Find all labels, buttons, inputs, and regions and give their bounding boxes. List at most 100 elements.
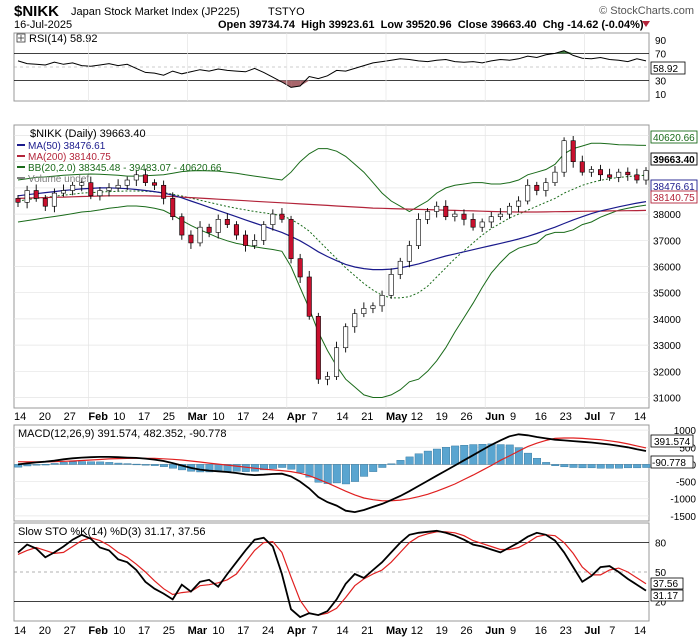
legend-label: Volume undef <box>28 174 89 185</box>
macd-hist-bar <box>633 464 642 469</box>
rsi-last-box <box>650 61 686 75</box>
macd-hist-bar <box>314 464 323 483</box>
sto-k-box <box>650 589 684 602</box>
macd-hist-bar <box>278 464 287 468</box>
price-candle-up <box>124 179 130 186</box>
date-tick-label: 25 <box>163 625 175 637</box>
price-candle-up <box>397 260 403 275</box>
price-candle-up <box>197 226 203 244</box>
macd-histogram <box>14 443 651 485</box>
date-tick-label: Mar <box>188 411 208 423</box>
date-tick-label: May <box>386 625 408 637</box>
rsi-grid <box>14 53 649 81</box>
macd-hist-bar <box>32 464 41 466</box>
index-name: Japan Stock Market Index (JP225) <box>71 6 240 18</box>
macd-hist-bar <box>123 463 132 465</box>
bb-lower-line <box>17 204 647 398</box>
price-candle-up <box>70 184 76 191</box>
price-candle-down <box>597 169 603 176</box>
macd-hist-bar <box>496 444 505 465</box>
price-candle-down <box>607 174 613 178</box>
legend-label: MA(200) 38140.75 <box>28 152 111 163</box>
date-tick-label: 20 <box>39 411 51 423</box>
bb-middle-line <box>17 174 647 299</box>
price-title: $NIKK (Daily) 39663.40 <box>30 128 146 140</box>
rsi-last-value: 58.92 <box>653 64 678 75</box>
date-axis-middle: 14 20 27 Feb 10 17 25 Mar 10 17 24 Apr 7 14 21 May 12 19 2… <box>14 411 646 423</box>
macd-hist-bar <box>159 464 168 467</box>
date-tick-label: 7 <box>312 625 318 637</box>
legend-label: MA(50) 38476.61 <box>28 141 106 152</box>
macd-hist-bar <box>387 463 396 465</box>
ma200-line <box>17 195 647 213</box>
price-candle-down <box>279 213 285 220</box>
macd-tick-label: -1000 <box>670 495 696 506</box>
date-tick-label: 27 <box>64 411 76 423</box>
sto-title: Slow STO %K(14) %D(3) 31.17, 37.56 <box>18 526 206 538</box>
date-tick-label: 23 <box>560 625 572 637</box>
price-candle-up <box>370 305 376 309</box>
legend-label: BB(20,2.0) 38345.48 - 39483.07 - 40620.6… <box>28 163 222 174</box>
price-candle-up <box>343 326 349 349</box>
macd-hist-bar <box>23 464 32 467</box>
price-candle-down <box>206 226 212 233</box>
macd-hist-bar <box>50 463 59 465</box>
macd-hist-bar <box>533 458 541 465</box>
macd-hist-bar <box>505 444 514 465</box>
price-candle-up <box>51 192 57 207</box>
macd-hist-bar <box>132 463 141 466</box>
macd-hist-bar <box>269 464 278 469</box>
macd-hist-bar <box>68 461 77 465</box>
date-tick-label: 23 <box>560 411 572 423</box>
price-candle-up <box>497 213 503 218</box>
sto-d-box <box>650 577 684 590</box>
macd-line <box>17 433 647 514</box>
symbol-title: $NIKK <box>14 3 59 20</box>
price-tick-label: 32000 <box>653 367 681 378</box>
macd-hist-bar <box>560 464 569 468</box>
price-candle-down <box>243 234 249 246</box>
macd-hist-bar <box>569 464 578 468</box>
date-tick-label: 7 <box>609 411 615 423</box>
price-candle-up <box>588 169 594 173</box>
date-tick-label: 10 <box>113 625 125 637</box>
price-value-box <box>650 152 698 166</box>
macd-hist-bar <box>332 464 341 484</box>
price-candle-up <box>261 224 267 241</box>
macd-hist-bar <box>59 462 68 465</box>
macd-hist-bar <box>341 464 350 485</box>
macd-hist-bar <box>232 464 241 472</box>
date-tick-label: 14 <box>336 411 348 423</box>
price-candle-down <box>461 213 467 220</box>
sto-tick-label: 20 <box>655 597 667 608</box>
price-candle-up <box>506 205 512 215</box>
price-candle-up <box>334 347 340 377</box>
price-candle-up <box>61 190 67 194</box>
macd-hist-bar <box>423 450 432 465</box>
macd-hist-value: -90.778 <box>652 458 686 469</box>
macd-hist-bar <box>296 464 305 473</box>
date-tick-label: 16 <box>535 411 547 423</box>
price-candle-up <box>24 190 30 203</box>
ma50-line <box>17 187 647 271</box>
price-candle-up <box>270 213 276 225</box>
price-tick-label: 37000 <box>653 236 681 247</box>
date-tick-label: 17 <box>237 411 249 423</box>
price-candle-down <box>15 198 21 203</box>
date-tick-label: 7 <box>312 411 318 423</box>
price-candle-up <box>516 200 522 207</box>
macd-tick-label: 500 <box>679 443 696 454</box>
price-candle-up <box>215 219 221 233</box>
sto-d-line <box>17 531 647 616</box>
macd-hist-bar <box>41 464 50 466</box>
sto-tick-label: 80 <box>655 539 667 550</box>
price-value-label: 40620.66 <box>653 133 695 144</box>
date-tick-label: 9 <box>510 411 516 423</box>
price-candle-up <box>543 182 549 191</box>
date-tick-label: 21 <box>361 625 373 637</box>
date-tick-label: 17 <box>138 625 150 637</box>
macd-panel: MACD(12,26,9) 391.574, 482.352, -90.778 … <box>13 424 696 523</box>
